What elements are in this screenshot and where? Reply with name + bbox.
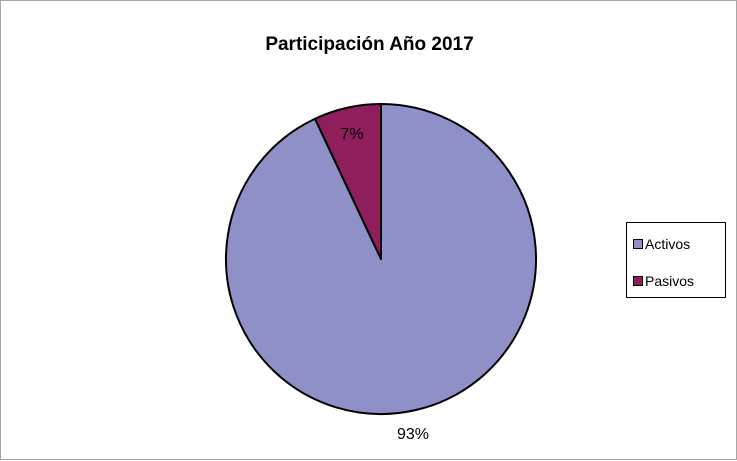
data-label-activos: 93% — [397, 426, 429, 443]
legend: Activos Pasivos — [626, 222, 726, 298]
pie-slice-pasivos — [314, 103, 382, 260]
chart-title: Participación Año 2017 — [265, 34, 474, 55]
legend-swatch-activos — [633, 239, 643, 249]
data-label-pasivos: 7% — [340, 126, 363, 143]
legend-label-activos: Activos — [645, 236, 691, 252]
legend-label-pasivos: Pasivos — [645, 273, 695, 289]
legend-item-pasivos: Pasivos — [633, 272, 694, 290]
legend-item-activos: Activos — [633, 235, 690, 253]
legend-swatch-pasivos — [633, 276, 643, 286]
